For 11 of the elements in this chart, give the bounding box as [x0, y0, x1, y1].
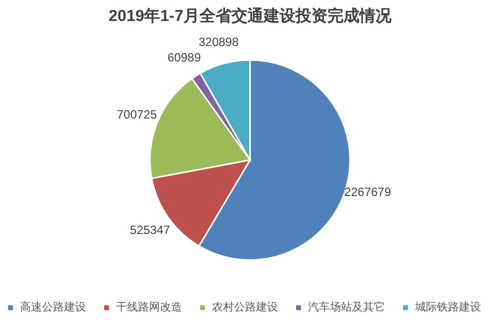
legend-label: 高速公路建设: [20, 300, 86, 314]
data-label: 2267679: [344, 185, 392, 200]
legend-label: 农村公路建设: [212, 300, 278, 314]
chart-title: 2019年1-7月全省交通建设投资完成情况: [108, 6, 392, 25]
legend-label: 汽车场站及其它: [308, 300, 385, 314]
data-label: 700725: [116, 107, 158, 122]
data-label: 60989: [168, 50, 202, 64]
legend-label: 城际铁路建设: [414, 300, 481, 314]
data-label: 525347: [130, 222, 170, 237]
legend-label: 干线路网改造: [116, 300, 182, 314]
data-label: 320898: [198, 35, 239, 50]
